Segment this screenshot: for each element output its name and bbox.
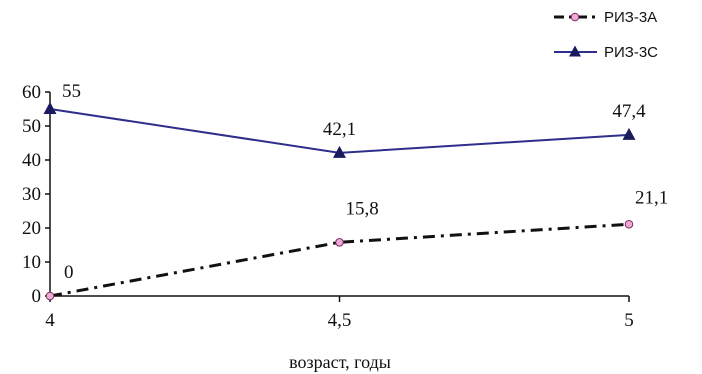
legend-marker-riz-3a (570, 12, 580, 22)
data-point (622, 127, 636, 140)
data-label: 47,4 (612, 101, 646, 122)
y-tick-label: 0 (32, 286, 42, 307)
data-label: 55 (62, 81, 81, 102)
legend-label-riz-3a: РИЗ-3А (604, 9, 657, 26)
y-tick-label: 30 (22, 184, 41, 205)
x-axis-label: возраст, годы (289, 352, 391, 372)
y-axis: 0 10 20 30 40 50 60 (22, 82, 51, 307)
y-tick-label: 40 (22, 150, 41, 171)
y-tick-label: 10 (22, 252, 41, 273)
y-tick-label: 60 (22, 82, 41, 103)
legend-item-riz-3c: РИЗ-3С (554, 44, 658, 61)
legend-label-riz-3c: РИЗ-3С (604, 44, 658, 61)
data-point (333, 145, 346, 158)
legend-marker-riz-3c (569, 45, 581, 57)
data-point (43, 102, 57, 114)
y-tick-label: 20 (22, 218, 41, 239)
series-riz-3a: 0 15,8 21,1 (45, 187, 668, 301)
data-label: 21,1 (635, 187, 668, 208)
x-tick-label: 4 (45, 310, 55, 331)
data-point (624, 219, 634, 229)
legend: РИЗ-3А РИЗ-3С (554, 9, 658, 61)
data-label: 42,1 (323, 119, 356, 140)
data-label: 15,8 (346, 198, 379, 219)
data-point (45, 291, 55, 301)
data-label: 0 (64, 262, 74, 283)
x-axis: 4 4,5 5 возраст, годы (45, 295, 634, 372)
series-riz-3c: 55 42,1 47,4 (43, 81, 646, 158)
series-line (49, 222, 630, 298)
x-tick-label: 4,5 (328, 310, 352, 331)
x-tick-label: 5 (624, 310, 634, 331)
legend-item-riz-3a: РИЗ-3А (554, 9, 657, 26)
data-point (335, 237, 344, 247)
y-tick-label: 50 (22, 116, 41, 137)
